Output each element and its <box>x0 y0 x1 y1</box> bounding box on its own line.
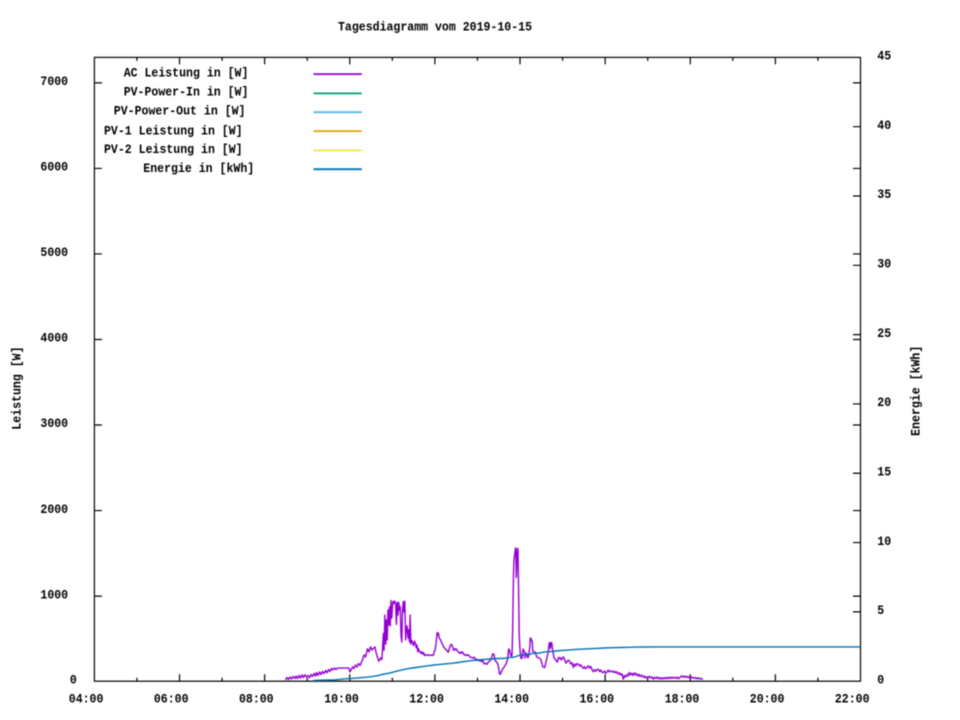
svg-text:20: 20 <box>877 395 891 410</box>
svg-text:10: 10 <box>877 534 891 549</box>
svg-text:16:00: 16:00 <box>580 692 615 707</box>
svg-text:Energie in [kWh]: Energie in [kWh] <box>143 161 254 176</box>
svg-text:PV-Power-Out in [W]: PV-Power-Out in [W] <box>114 104 246 119</box>
svg-text:22:00: 22:00 <box>835 692 870 707</box>
svg-text:0: 0 <box>877 672 884 687</box>
svg-text:10:00: 10:00 <box>324 692 359 707</box>
svg-text:AC Leistung in [W]: AC Leistung in [W] <box>124 65 249 80</box>
svg-text:5: 5 <box>877 603 884 618</box>
svg-text:PV-2 Leistung in [W]: PV-2 Leistung in [W] <box>104 142 243 157</box>
svg-text:Energie [kWh]: Energie [kWh] <box>908 346 923 436</box>
svg-text:40: 40 <box>877 118 891 133</box>
svg-text:5000: 5000 <box>40 245 68 260</box>
svg-text:45: 45 <box>877 49 891 64</box>
svg-text:Leistung [W]: Leistung [W] <box>10 347 25 430</box>
svg-text:1000: 1000 <box>40 587 68 602</box>
svg-text:2000: 2000 <box>40 502 68 517</box>
svg-text:Tagesdiagramm vom 2019-10-15: Tagesdiagramm vom 2019-10-15 <box>338 20 532 35</box>
svg-text:04:00: 04:00 <box>69 692 104 707</box>
svg-text:30: 30 <box>877 257 891 272</box>
svg-text:7000: 7000 <box>40 74 68 89</box>
svg-text:14:00: 14:00 <box>494 692 529 707</box>
svg-text:08:00: 08:00 <box>239 692 274 707</box>
svg-text:25: 25 <box>877 326 891 341</box>
svg-text:PV-1 Leistung in [W]: PV-1 Leistung in [W] <box>104 123 243 138</box>
svg-text:12:00: 12:00 <box>409 692 444 707</box>
svg-text:PV-Power-In in [W]: PV-Power-In in [W] <box>124 85 249 100</box>
svg-text:6000: 6000 <box>40 160 68 175</box>
svg-text:18:00: 18:00 <box>665 692 700 707</box>
svg-text:15: 15 <box>877 465 891 480</box>
svg-text:4000: 4000 <box>40 331 68 346</box>
svg-text:35: 35 <box>877 187 891 202</box>
svg-text:06:00: 06:00 <box>154 692 189 707</box>
svg-text:20:00: 20:00 <box>750 692 785 707</box>
svg-text:3000: 3000 <box>40 416 68 431</box>
svg-text:0: 0 <box>70 672 77 687</box>
